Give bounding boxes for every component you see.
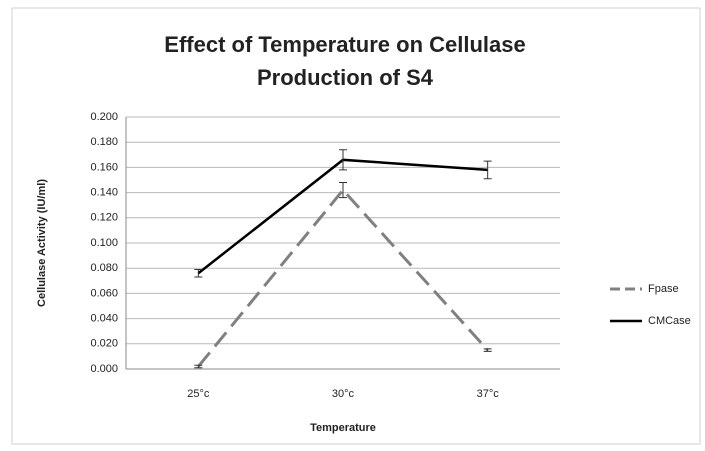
y-tick-label: 0.060 <box>90 287 118 299</box>
y-axis-label: Cellulase Activity (IU/ml) <box>36 179 48 307</box>
error-bar <box>483 348 492 352</box>
error-bar <box>194 268 203 278</box>
x-tick-label: 30°c <box>332 388 355 400</box>
x-tick-label: 25°c <box>187 388 210 400</box>
legend-label: Fpase <box>648 283 679 295</box>
error-bar <box>483 160 492 180</box>
error-bar <box>194 364 203 369</box>
chart-title: Production of S4 <box>257 65 434 90</box>
y-tick-label: 0.080 <box>90 262 118 274</box>
y-tick-label: 0.020 <box>90 338 118 350</box>
chart-frame <box>11 7 701 445</box>
y-tick-label: 0.160 <box>90 161 118 173</box>
y-tick-label: 0.200 <box>90 111 118 123</box>
legend-label: CMCase <box>648 315 691 327</box>
y-tick-label: 0.100 <box>90 237 118 249</box>
chart-title: Effect of Temperature on Cellulase <box>164 32 525 57</box>
x-axis-label: Temperature <box>310 422 376 434</box>
y-tick-label: 0.000 <box>90 363 118 375</box>
y-tick-label: 0.120 <box>90 212 118 224</box>
y-tick-label: 0.180 <box>90 136 118 148</box>
error-bar <box>339 182 347 199</box>
error-bar <box>339 149 347 171</box>
series-line <box>197 187 489 368</box>
x-tick-label: 37°c <box>477 388 500 400</box>
y-tick-label: 0.040 <box>90 313 118 325</box>
y-tick-label: 0.140 <box>90 187 118 199</box>
